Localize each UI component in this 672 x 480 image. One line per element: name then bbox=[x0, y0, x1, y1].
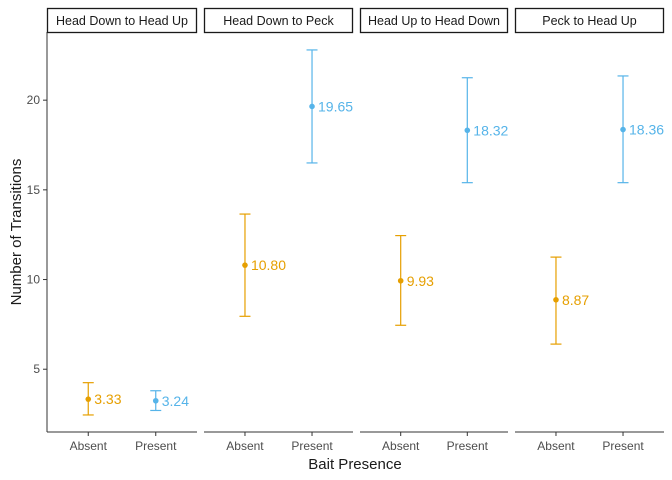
x-axis-title: Bait Presence bbox=[308, 456, 401, 473]
data-label: 19.65 bbox=[318, 98, 353, 114]
data-label: 18.32 bbox=[473, 122, 508, 138]
mean-point bbox=[397, 277, 404, 284]
facet-panel: Head Down to Peck Absent Present 10.80 19.65 bbox=[203, 7, 354, 453]
facets: Head Down to Head Up Absent Present 3.33 3.2… bbox=[46, 7, 665, 453]
y-tick-label: 5 bbox=[33, 362, 40, 376]
y-axis-title: Number of Transitions bbox=[8, 159, 25, 306]
mean-point bbox=[152, 397, 159, 404]
mean-point bbox=[85, 396, 92, 402]
y-tick-label: 10 bbox=[27, 273, 41, 287]
facet-title: Head Up to Head Down bbox=[368, 14, 500, 28]
x-tick-label: Present bbox=[447, 439, 489, 453]
data-label: 10.80 bbox=[251, 257, 286, 273]
facet-strip bbox=[203, 7, 354, 34]
y-axis: 5 10 15 20 bbox=[27, 32, 48, 432]
x-tick-label: Absent bbox=[382, 439, 420, 453]
facet-title: Head Down to Head Up bbox=[56, 14, 188, 28]
data-label: 8.87 bbox=[562, 292, 589, 308]
mean-point bbox=[242, 262, 248, 268]
facet-panel: Head Down to Head Up Absent Present 3.33 3.2… bbox=[46, 7, 198, 453]
facet-title: Head Down to Peck bbox=[223, 14, 334, 28]
y-tick-label: 15 bbox=[27, 183, 41, 197]
facet-panel: Peck to Head Up Absent Present 8.87 18.36 bbox=[514, 7, 665, 453]
mean-point bbox=[553, 297, 559, 303]
x-tick-label: Present bbox=[135, 439, 177, 453]
facet-panel: Head Up to Head Down Absent Present 9.93 18.… bbox=[359, 7, 509, 453]
x-tick-label: Absent bbox=[537, 439, 575, 453]
facet-strip bbox=[514, 7, 665, 34]
data-label: 3.33 bbox=[94, 391, 121, 407]
x-tick-label: Present bbox=[291, 439, 333, 453]
x-tick-label: Absent bbox=[226, 439, 264, 453]
mean-point bbox=[464, 127, 471, 134]
y-tick-label: 20 bbox=[27, 93, 41, 107]
facet-strip bbox=[359, 7, 509, 34]
mean-point bbox=[309, 103, 315, 110]
data-label: 3.24 bbox=[162, 393, 189, 409]
facet-strip bbox=[46, 7, 198, 34]
data-label: 18.36 bbox=[629, 122, 664, 138]
facet-title: Peck to Head Up bbox=[542, 14, 637, 28]
x-tick-label: Present bbox=[602, 439, 644, 453]
mean-point bbox=[620, 126, 626, 133]
x-tick-label: Absent bbox=[70, 439, 108, 453]
data-label: 9.93 bbox=[407, 273, 434, 289]
